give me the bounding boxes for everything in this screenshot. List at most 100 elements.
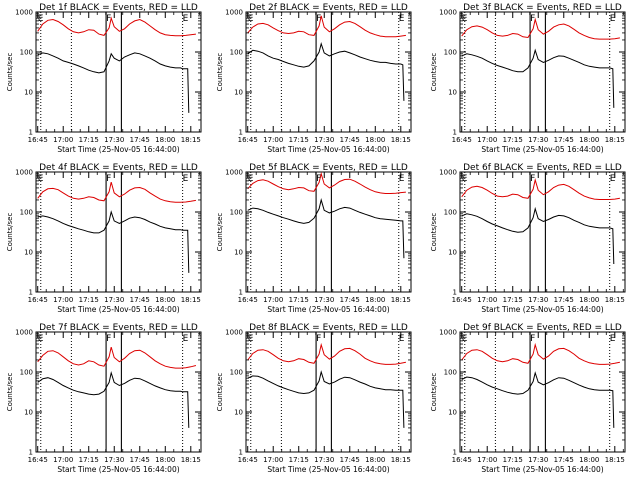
x-tick-label: 18:00 — [579, 456, 599, 464]
x-tick-label: 16:45 — [452, 136, 472, 144]
x-tick-label: 17:15 — [289, 136, 309, 144]
panel-title: Det 7f BLACK = Events, RED = LLD — [39, 323, 198, 333]
event-marker-label: F — [106, 334, 111, 344]
x-tick-label: 16:45 — [452, 296, 472, 304]
event-marker-label: F — [106, 174, 111, 184]
x-tick-label: 18:00 — [155, 456, 175, 464]
chart-panel-2: E F E 1 10 100 1000 16:45 17:00 17:15 17:30 17:45 18… — [216, 3, 412, 154]
event-marker-label: E — [462, 174, 468, 184]
lld-series-line — [461, 342, 620, 365]
events-series-line — [461, 206, 615, 265]
panel-title: Det 3f BLACK = Events, RED = LLD — [463, 3, 622, 13]
x-axis-label: Start Time (25-Nov-05 16:44:00) — [57, 465, 179, 474]
x-tick-label: 17:15 — [79, 136, 99, 144]
events-series-line — [247, 370, 405, 428]
event-marker-label: E — [399, 14, 405, 24]
x-tick-label: 17:00 — [263, 136, 283, 144]
chart-panel-1: E F E 1 10 100 1000 16:45 17:00 17:15 17:30 17:45 18… — [6, 3, 202, 154]
x-axis-label: Start Time (25-Nov-05 16:44:00) — [267, 305, 389, 314]
events-series-line — [37, 370, 190, 428]
x-tick-label: 17:15 — [503, 296, 523, 304]
y-tick-label: 100 — [230, 369, 243, 377]
x-tick-label: 18:15 — [605, 136, 625, 144]
y-tick-label: 10 — [24, 409, 33, 417]
x-tick-label: 17:00 — [53, 296, 73, 304]
lld-series-line — [37, 346, 197, 369]
chart-panel-4: E F E 1 10 100 1000 16:45 17:00 17:15 17:30 17:45 18… — [6, 163, 202, 314]
y-axis-label: Counts/sec — [430, 53, 438, 92]
lld-series-line — [461, 178, 620, 200]
panel-title: Det 8f BLACK = Events, RED = LLD — [249, 323, 408, 333]
x-tick-label: 18:15 — [181, 136, 201, 144]
x-tick-label: 17:00 — [53, 456, 73, 464]
x-tick-label: 17:30 — [528, 456, 548, 464]
y-tick-label: 100 — [20, 369, 33, 377]
x-tick-label: 17:30 — [314, 136, 334, 144]
y-tick-label: 10 — [234, 409, 243, 417]
x-tick-label: 17:15 — [289, 296, 309, 304]
x-tick-label: 17:45 — [340, 456, 360, 464]
plot-frame — [245, 331, 412, 453]
y-tick-label: 1 — [453, 449, 457, 457]
x-tick-label: 16:45 — [238, 136, 258, 144]
lld-series-line — [247, 171, 406, 194]
event-marker-label: E — [38, 14, 44, 24]
event-marker-label: F — [316, 334, 321, 344]
plot-frame — [35, 171, 202, 293]
chart-panel-5: E F E 1 10 100 1000 16:45 17:00 17:15 17:30 17:45 18… — [216, 163, 412, 314]
event-marker-label: E — [610, 14, 616, 24]
x-axis-label: Start Time (25-Nov-05 16:44:00) — [481, 305, 603, 314]
x-tick-label: 18:15 — [605, 296, 625, 304]
y-axis-label: Counts/sec — [216, 53, 224, 92]
x-tick-label: 16:45 — [28, 136, 48, 144]
x-tick-label: 17:45 — [554, 136, 574, 144]
x-tick-label: 17:00 — [53, 136, 73, 144]
x-tick-label: 18:00 — [365, 136, 385, 144]
x-tick-label: 18:15 — [181, 296, 201, 304]
chart-panel-7: E F E 1 10 100 1000 16:45 17:00 17:15 17:30 17:45 18… — [6, 323, 202, 474]
event-marker-label: E — [462, 334, 468, 344]
y-tick-label: 1000 — [15, 329, 33, 337]
x-tick-label: 17:45 — [554, 456, 574, 464]
y-tick-label: 100 — [20, 209, 33, 217]
panel-title: Det 5f BLACK = Events, RED = LLD — [249, 163, 408, 173]
y-tick-label: 10 — [234, 249, 243, 257]
x-axis-label: Start Time (25-Nov-05 16:44:00) — [57, 305, 179, 314]
event-marker-label: F — [316, 14, 321, 24]
event-marker-label: E — [248, 174, 254, 184]
x-tick-label: 16:45 — [238, 296, 258, 304]
event-marker-label: F — [106, 14, 111, 24]
y-tick-label: 100 — [20, 49, 33, 57]
y-tick-label: 1000 — [439, 9, 457, 17]
x-tick-label: 17:15 — [503, 136, 523, 144]
y-tick-label: 100 — [444, 369, 457, 377]
x-tick-label: 17:45 — [130, 136, 150, 144]
y-tick-label: 1 — [239, 129, 243, 137]
y-axis-label: Counts/sec — [6, 373, 14, 412]
plot-frame — [245, 11, 412, 133]
lld-series-line — [461, 17, 620, 40]
event-marker-label: E — [248, 334, 254, 344]
y-tick-label: 1000 — [439, 329, 457, 337]
x-tick-label: 16:45 — [28, 456, 48, 464]
x-tick-label: 17:30 — [104, 296, 124, 304]
y-axis-label: Counts/sec — [216, 373, 224, 412]
x-tick-label: 18:00 — [579, 296, 599, 304]
panel-title: Det 9f BLACK = Events, RED = LLD — [463, 323, 622, 333]
x-tick-label: 18:15 — [391, 136, 411, 144]
y-tick-label: 100 — [444, 49, 457, 57]
x-tick-label: 17:15 — [289, 456, 309, 464]
panel-title: Det 6f BLACK = Events, RED = LLD — [463, 163, 622, 173]
event-marker-label: F — [530, 334, 535, 344]
x-tick-label: 18:00 — [365, 296, 385, 304]
lld-series-line — [37, 181, 196, 203]
y-tick-label: 1000 — [439, 169, 457, 177]
x-tick-label: 17:45 — [130, 456, 150, 464]
plot-frame — [245, 171, 412, 293]
chart-panel-6: E F E 1 10 100 1000 16:45 17:00 17:15 17:30 17:45 18… — [430, 163, 626, 314]
y-tick-label: 10 — [448, 89, 457, 97]
x-tick-label: 17:00 — [477, 456, 497, 464]
x-tick-label: 18:15 — [605, 456, 625, 464]
plot-frame — [459, 171, 626, 293]
